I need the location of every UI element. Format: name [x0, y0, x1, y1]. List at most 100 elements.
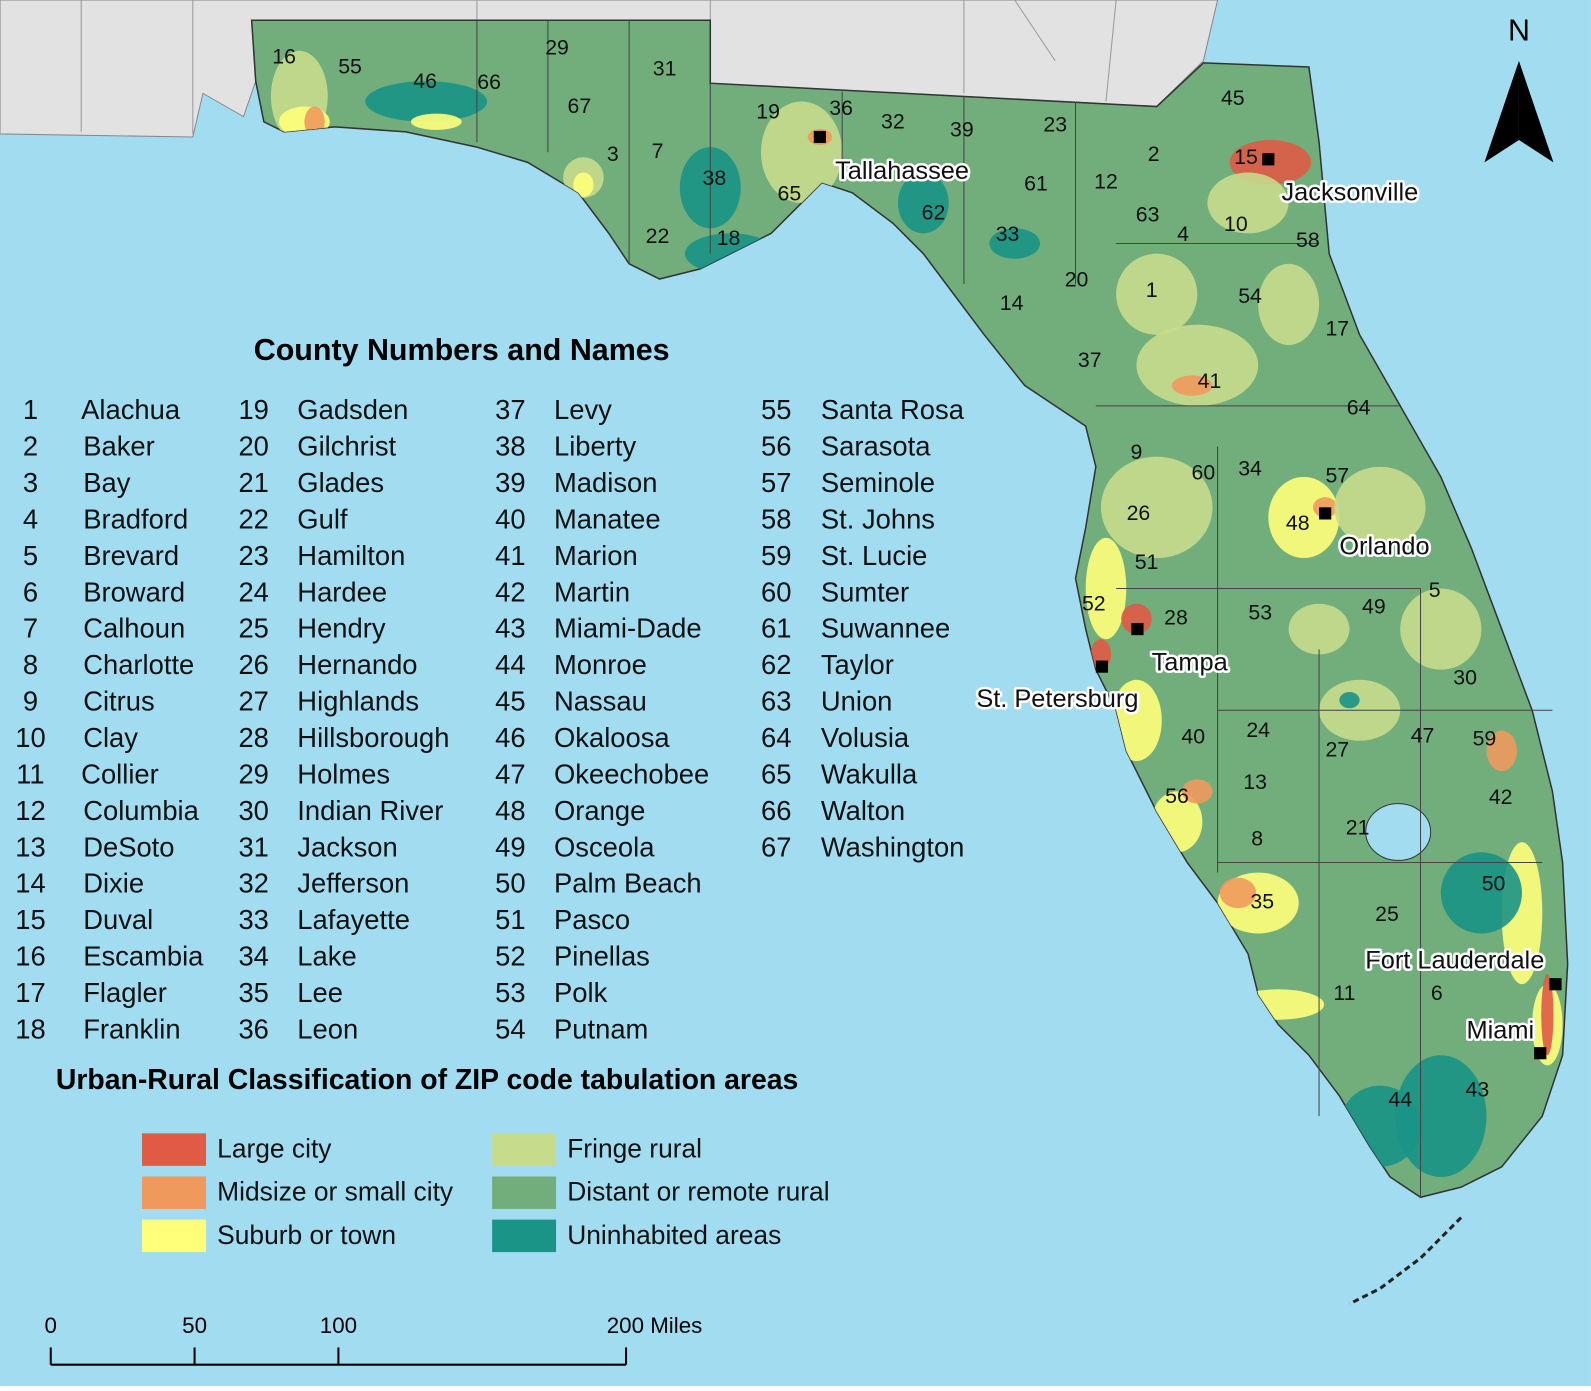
- county-number-label: 34: [1238, 456, 1262, 480]
- county-number: 53: [495, 977, 525, 1008]
- county-name: Monroe: [554, 649, 647, 680]
- legend-label: Large city: [217, 1134, 332, 1164]
- county-name: Flagler: [83, 977, 167, 1008]
- county-name: Calhoun: [83, 613, 185, 644]
- county-number: 65: [761, 758, 791, 789]
- county-name: Sumter: [821, 576, 909, 607]
- county-number: 59: [761, 540, 791, 571]
- city-label: Tallahassee: [835, 157, 969, 185]
- county-number: 47: [495, 758, 525, 789]
- county-number: 19: [238, 394, 268, 425]
- county-number: 45: [495, 686, 525, 717]
- county-number: 40: [495, 503, 525, 534]
- legend-swatch: [492, 1176, 557, 1209]
- county-name: Franklin: [83, 1013, 180, 1044]
- city-marker: [1319, 507, 1332, 520]
- county-number: 49: [495, 831, 525, 862]
- county-name: Collier: [81, 758, 159, 789]
- county-number: 60: [761, 576, 791, 607]
- class-patch: [1268, 476, 1340, 559]
- county-number-label: 14: [1000, 291, 1024, 315]
- arrow-right: [1518, 60, 1554, 163]
- city-marker: [1262, 153, 1275, 166]
- county-number-label: 44: [1388, 1088, 1412, 1112]
- class-patch: [1136, 324, 1259, 406]
- county-number: 8: [23, 649, 38, 680]
- county-number-label: 9: [1130, 440, 1142, 464]
- county-list-title: County Numbers and Names: [254, 333, 670, 367]
- county-name: Clay: [83, 722, 138, 753]
- county-name: Dixie: [83, 868, 144, 899]
- county-number: 64: [761, 722, 791, 753]
- county-number-label: 49: [1362, 594, 1386, 618]
- county-number-label: 46: [413, 69, 437, 93]
- county-number-label: 6: [1431, 981, 1443, 1005]
- class-patch: [1100, 456, 1213, 559]
- county-number: 62: [761, 649, 791, 680]
- county-number: 17: [15, 977, 45, 1008]
- county-number-label: 61: [1024, 171, 1048, 195]
- county-number-label: 62: [922, 201, 946, 225]
- county-number-label: 51: [1135, 550, 1159, 574]
- county-number-label: 50: [1482, 871, 1506, 895]
- city-label: Tampa: [1152, 648, 1229, 676]
- north-label: N: [1508, 13, 1530, 47]
- county-lines: [476, 20, 1553, 1198]
- county-name: Broward: [83, 576, 185, 607]
- city-marker: [1131, 622, 1144, 636]
- county-name: Charlotte: [83, 649, 194, 680]
- county-name: Washington: [821, 831, 965, 862]
- county-number: 37: [495, 394, 525, 425]
- county-number: 51: [495, 904, 525, 935]
- county-name: Orange: [554, 795, 645, 826]
- legend-swatch: [492, 1219, 557, 1253]
- scale-bar: 0 50 100 200 Miles: [45, 1313, 702, 1366]
- county-number-label: 20: [1065, 268, 1089, 292]
- county-number-label: 65: [778, 181, 802, 205]
- county-name: Columbia: [83, 795, 199, 826]
- county-number: 34: [238, 941, 268, 972]
- lake-okeechobee: [1365, 803, 1432, 861]
- county-number: 48: [495, 795, 525, 826]
- class-patch: [365, 81, 488, 122]
- class-patch: [1486, 730, 1517, 772]
- county-name: Lee: [297, 977, 343, 1008]
- class-patch: [1258, 263, 1320, 345]
- county-number: 2: [23, 431, 38, 462]
- county-name: Brevard: [83, 540, 179, 571]
- county-number: 25: [238, 613, 268, 644]
- county-number: 13: [15, 831, 45, 862]
- county-number: 26: [238, 649, 268, 680]
- county-number-label: 66: [477, 70, 501, 94]
- county-number-label: 27: [1325, 737, 1349, 761]
- county-name: Santa Rosa: [821, 394, 965, 425]
- county-name: Hardee: [297, 576, 387, 607]
- county-number: 33: [238, 904, 268, 935]
- county-number-label: 1: [1146, 278, 1158, 302]
- class-patch: [1395, 1055, 1487, 1177]
- county-name: Gulf: [297, 503, 348, 534]
- county-name: Hamilton: [297, 540, 405, 571]
- county-name: Glades: [297, 467, 384, 498]
- legend-swatch: [142, 1176, 206, 1209]
- county-number: 41: [495, 540, 525, 571]
- county-name: Lafayette: [297, 904, 410, 935]
- county-name: Walton: [821, 795, 905, 826]
- county-number: 14: [15, 868, 45, 899]
- county-name: Alachua: [81, 394, 181, 425]
- class-patch: [1171, 375, 1213, 396]
- county-number-label: 56: [1165, 784, 1189, 808]
- county-number: 11: [16, 758, 44, 789]
- county-number: 9: [23, 686, 38, 717]
- legend-swatch: [142, 1219, 206, 1253]
- county-name: St. Lucie: [821, 540, 928, 571]
- county-number: 52: [495, 941, 525, 972]
- legend-label: Distant or remote rural: [567, 1177, 829, 1207]
- county-number-label: 57: [1325, 464, 1349, 488]
- county-number-label: 24: [1246, 718, 1270, 742]
- county-number: 7: [23, 613, 38, 644]
- county-number-label: 18: [717, 226, 741, 250]
- county-number: 36: [238, 1013, 268, 1044]
- county-number-label: 25: [1375, 902, 1399, 926]
